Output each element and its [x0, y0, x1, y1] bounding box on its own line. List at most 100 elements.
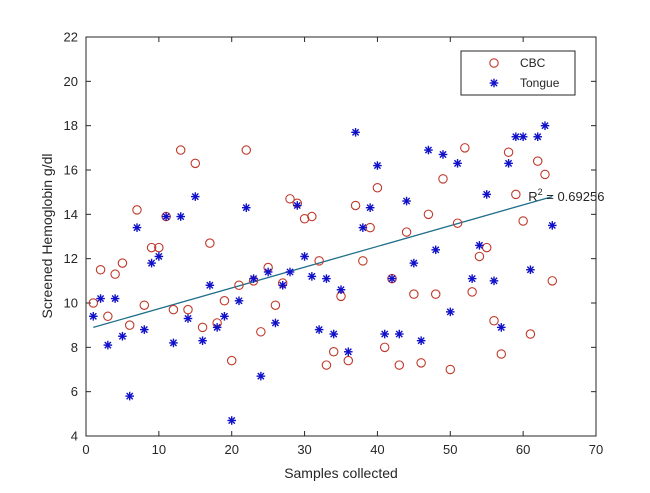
cbc-point — [139, 300, 150, 310]
cbc-point — [88, 298, 99, 308]
cbc-point — [423, 209, 434, 220]
tongue-point — [453, 159, 462, 168]
tongue-point — [475, 241, 484, 250]
tongue-point — [533, 132, 543, 142]
tongue-point — [511, 132, 521, 142]
tongue-point — [190, 192, 200, 201]
tongue-point — [132, 223, 142, 232]
cbc-point — [124, 320, 135, 330]
legend-asterisk-icon — [489, 78, 499, 88]
cbc-point — [540, 169, 550, 180]
tongue-point — [285, 267, 295, 277]
cbc-point — [489, 315, 499, 326]
tongue-point — [147, 258, 156, 268]
tongue-point — [118, 331, 127, 341]
legend: CBC Tongue — [460, 50, 576, 96]
legend-cbc-marker — [489, 58, 499, 68]
cbc-point — [372, 182, 383, 193]
tongue-point — [438, 150, 448, 159]
cbc-point — [241, 145, 252, 155]
cbc-point — [460, 143, 470, 153]
tongue-point — [322, 274, 331, 283]
legend-tongue-marker — [489, 78, 499, 88]
tongue-point — [402, 196, 411, 206]
tongue-point — [314, 325, 324, 334]
tongue-point — [103, 340, 113, 350]
cbc-point — [205, 238, 215, 248]
x-tick-label: 50 — [443, 442, 457, 457]
tongue-point — [504, 159, 513, 168]
tongue-series — [88, 61, 557, 425]
tongue-point — [431, 245, 441, 255]
tongue-point — [256, 371, 266, 381]
tongue-point — [358, 223, 368, 232]
r-squared-annotation: R2 = 0.69256 — [528, 187, 604, 204]
cbc-point — [307, 211, 317, 222]
x-tick-label: 40 — [370, 442, 384, 457]
cbc-point — [343, 355, 354, 366]
cbc-point — [117, 258, 128, 268]
tongue-point — [416, 336, 426, 345]
cbc-point — [168, 304, 179, 315]
r-squared-sup: 2 — [538, 187, 543, 197]
tongue-point — [387, 274, 397, 283]
tongue-point — [161, 212, 171, 221]
tongue-point — [249, 274, 258, 283]
tongue-point — [263, 267, 273, 277]
cbc-point — [401, 227, 412, 237]
tongue-point — [110, 294, 120, 303]
tongue-point — [292, 201, 302, 210]
cbc-point — [511, 189, 521, 200]
x-tick-label: 70 — [589, 442, 603, 457]
cbc-point — [95, 264, 106, 275]
cbc-point — [299, 214, 310, 224]
y-tick-label: 16 — [64, 163, 78, 178]
x-tick-label: 20 — [224, 442, 238, 457]
tongue-point — [234, 296, 244, 306]
y-tick-label: 22 — [64, 30, 78, 45]
tongue-point — [300, 252, 309, 261]
cbc-point — [270, 300, 281, 310]
y-tick-label: 4 — [71, 429, 78, 444]
cbc-point — [314, 256, 324, 266]
legend-circle-icon — [489, 58, 499, 68]
tongue-point — [445, 307, 455, 317]
cbc-point — [103, 311, 113, 322]
tongue-point — [540, 121, 550, 130]
x-tick-label: 10 — [152, 442, 166, 457]
tongue-point — [96, 294, 105, 303]
tongue-point — [220, 312, 229, 321]
tongue-point — [365, 203, 375, 212]
cbc-point — [409, 289, 419, 299]
tongue-point — [329, 329, 339, 339]
cbc-point — [256, 327, 266, 337]
tongue-point — [176, 212, 186, 221]
tongue-point — [343, 347, 353, 357]
tongue-point — [212, 323, 222, 332]
cbc-point — [328, 347, 339, 357]
x-tick-label: 0 — [82, 442, 89, 457]
y-tick-label: 12 — [64, 251, 78, 266]
cbc-point — [518, 216, 528, 226]
cbc-point — [183, 304, 193, 315]
cbc-point — [452, 218, 463, 228]
cbc-point — [525, 329, 536, 339]
legend-tongue-label: Tongue — [520, 76, 560, 90]
cbc-point — [146, 242, 157, 253]
cbc-point — [358, 256, 368, 266]
cbc-point — [445, 364, 456, 375]
tongue-point — [482, 190, 492, 199]
legend-box — [460, 50, 576, 96]
tongue-point — [351, 128, 360, 137]
y-tick-label: 14 — [64, 207, 78, 222]
x-axis-ticks: 0 10 20 30 40 50 60 70 — [82, 37, 603, 457]
tongue-point — [526, 265, 535, 275]
cbc-point — [467, 287, 477, 297]
y-tick-label: 10 — [64, 296, 78, 311]
y-tick-label: 6 — [71, 384, 78, 399]
tongue-point — [409, 258, 419, 268]
tongue-point — [241, 203, 251, 212]
cbc-point — [190, 158, 201, 169]
cbc-point — [285, 194, 295, 204]
